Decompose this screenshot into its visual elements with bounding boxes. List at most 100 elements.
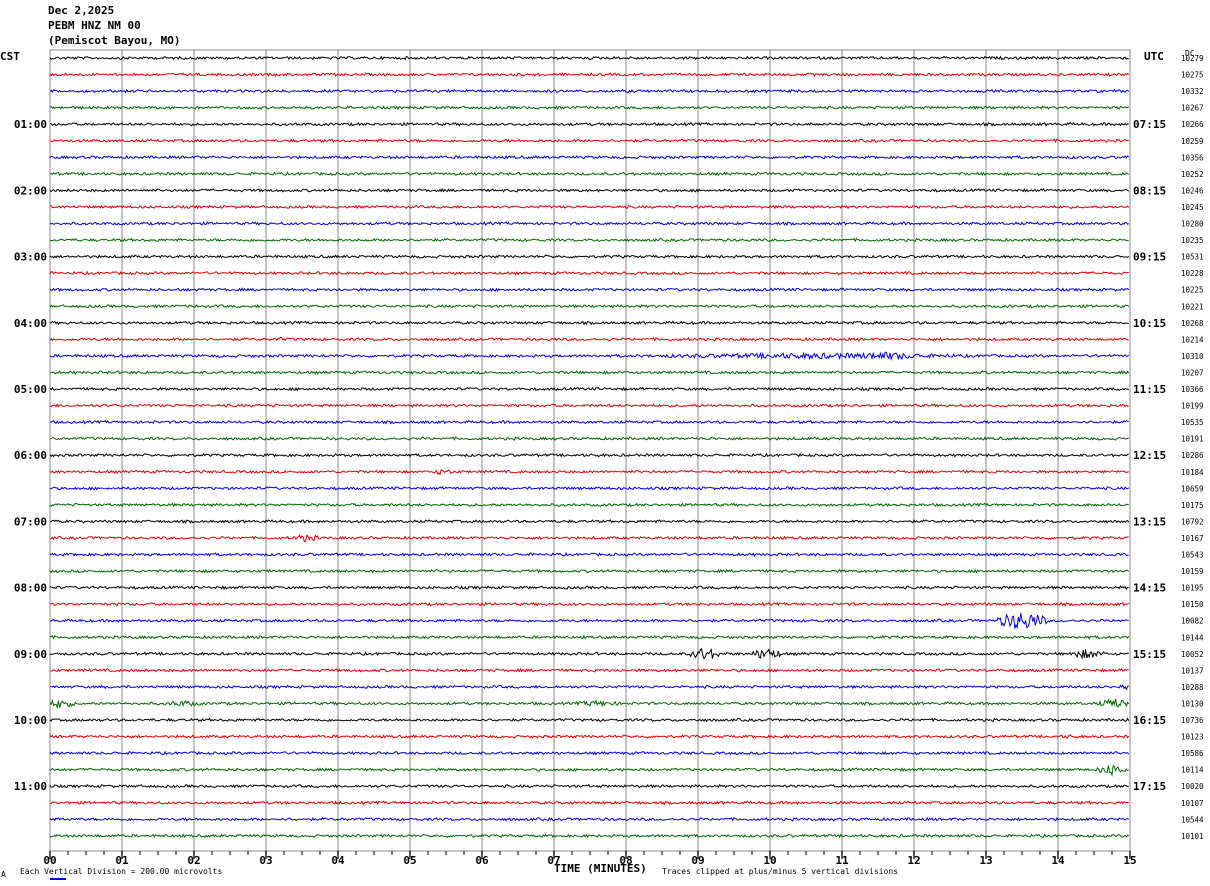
dc-offset-label: 10288 [1181,683,1204,692]
dc-offset-label: 10123 [1181,733,1204,742]
seismic-trace [49,419,1129,425]
dc-offset-label: 10366 [1181,385,1204,394]
x-tick-label: 12 [907,854,920,867]
x-tick-label: 07 [547,854,560,867]
left-hour-label: 02:00 [14,184,47,197]
seismic-trace [49,88,1130,94]
dc-offset-label: 10107 [1181,799,1204,808]
x-tick-label: 08 [619,854,632,867]
dc-offset-label: 10535 [1181,418,1204,427]
seismic-trace [49,519,1130,524]
seismic-trace [49,534,1129,543]
trace-layer [49,55,1130,839]
dc-offset-label: 10191 [1181,435,1204,444]
left-hour-label: 07:00 [14,515,47,528]
x-tick-label: 10 [763,854,776,867]
left-hour-label: 11:00 [14,780,47,793]
seismic-trace [49,436,1130,441]
dc-offset-label: 10199 [1181,402,1204,411]
dc-offset-label: 10150 [1181,600,1204,609]
right-hour-label: 07:15 [1133,118,1166,131]
dc-offset-label: 10167 [1181,534,1204,543]
seismic-trace [49,502,1130,508]
dc-offset-label: 10356 [1181,153,1204,162]
header-date: Dec 2,2025 [48,4,115,17]
seismic-trace [49,336,1129,342]
dc-offset-label: 10052 [1181,650,1204,659]
header-station: PEBM HNZ NM 00 [48,19,141,32]
left-timezone-label: CST [0,50,20,63]
seismic-trace [49,734,1130,739]
dc-offset-label: 10659 [1181,484,1204,493]
right-hour-label: 09:15 [1133,251,1166,264]
x-tick-label: 04 [331,854,345,867]
seismic-trace [49,72,1130,77]
seismic-trace [49,121,1129,127]
x-tick-label: 02 [187,854,200,867]
seismic-trace [49,171,1130,177]
seismic-trace [49,764,1130,777]
dc-offset-label: 10586 [1181,749,1204,758]
dc-label: DC [1185,49,1195,58]
dc-offset-label: 10207 [1181,368,1204,377]
right-hour-label: 13:15 [1133,515,1166,528]
dc-offset-label: 10736 [1181,716,1204,725]
seismic-trace [49,469,1129,476]
x-tick-label: 14 [1051,854,1065,867]
dc-offset-label: 10225 [1181,286,1204,295]
seismic-trace [49,585,1129,591]
x-tick-label: 09 [691,854,704,867]
dc-offset-label: 10221 [1181,302,1204,311]
dc-offset-label: 10266 [1181,120,1204,129]
dc-offset-label: 10235 [1181,236,1204,245]
dc-offset-label: 10280 [1181,220,1204,229]
seismic-trace [49,647,1129,660]
dc-offset-label: 10252 [1181,170,1204,179]
left-hour-label: 03:00 [14,251,47,264]
dc-offset-label: 10246 [1181,186,1204,195]
dc-offset-label: 10275 [1181,71,1204,80]
clip-note: Traces clipped at plus/minus 5 vertical … [662,867,899,876]
seismic-trace [49,551,1129,557]
x-axis-title: TIME (MINUTES) [554,862,647,875]
seismic-trace [49,287,1130,293]
dc-offset-label: 10144 [1181,633,1204,642]
x-tick-label: 05 [403,854,416,867]
seismic-trace [49,800,1129,806]
seismic-trace [49,833,1130,839]
seismic-trace [49,138,1130,144]
left-hour-label: 09:00 [14,648,47,661]
x-tick-label: 11 [835,854,849,867]
dc-offset-label: 10195 [1181,584,1204,593]
seismic-trace [49,816,1130,822]
dc-offset-label: 10137 [1181,666,1204,675]
dc-offset-label: 10214 [1181,335,1204,344]
seismic-trace [49,698,1130,710]
seismic-trace [49,237,1129,243]
left-hour-label: 04:00 [14,317,47,330]
right-hour-label: 10:15 [1133,317,1166,330]
dc-offset-label: 10310 [1181,352,1204,361]
dc-offset-label: 10543 [1181,551,1204,560]
seismic-trace [49,154,1130,160]
seismic-trace [49,303,1130,309]
seismic-trace [49,667,1129,673]
dc-offset-label: 10020 [1181,782,1204,791]
left-hour-label: 01:00 [14,118,47,131]
seismic-trace [49,783,1129,789]
right-hour-label: 17:15 [1133,780,1166,793]
dc-offset-label: 10114 [1181,766,1204,775]
left-hour-label: 08:00 [14,582,47,595]
left-hour-label: 05:00 [14,383,47,396]
seismic-trace [49,403,1129,409]
seismic-trace [49,485,1130,491]
x-tick-label: 15 [1123,854,1136,867]
seismic-trace [49,452,1129,458]
dc-offset-label: 10130 [1181,699,1204,708]
seismic-trace [49,601,1130,607]
x-tick-label: 00 [43,854,56,867]
grid-layer [49,49,1131,859]
right-hour-label: 15:15 [1133,648,1166,661]
seismic-trace [49,370,1130,375]
